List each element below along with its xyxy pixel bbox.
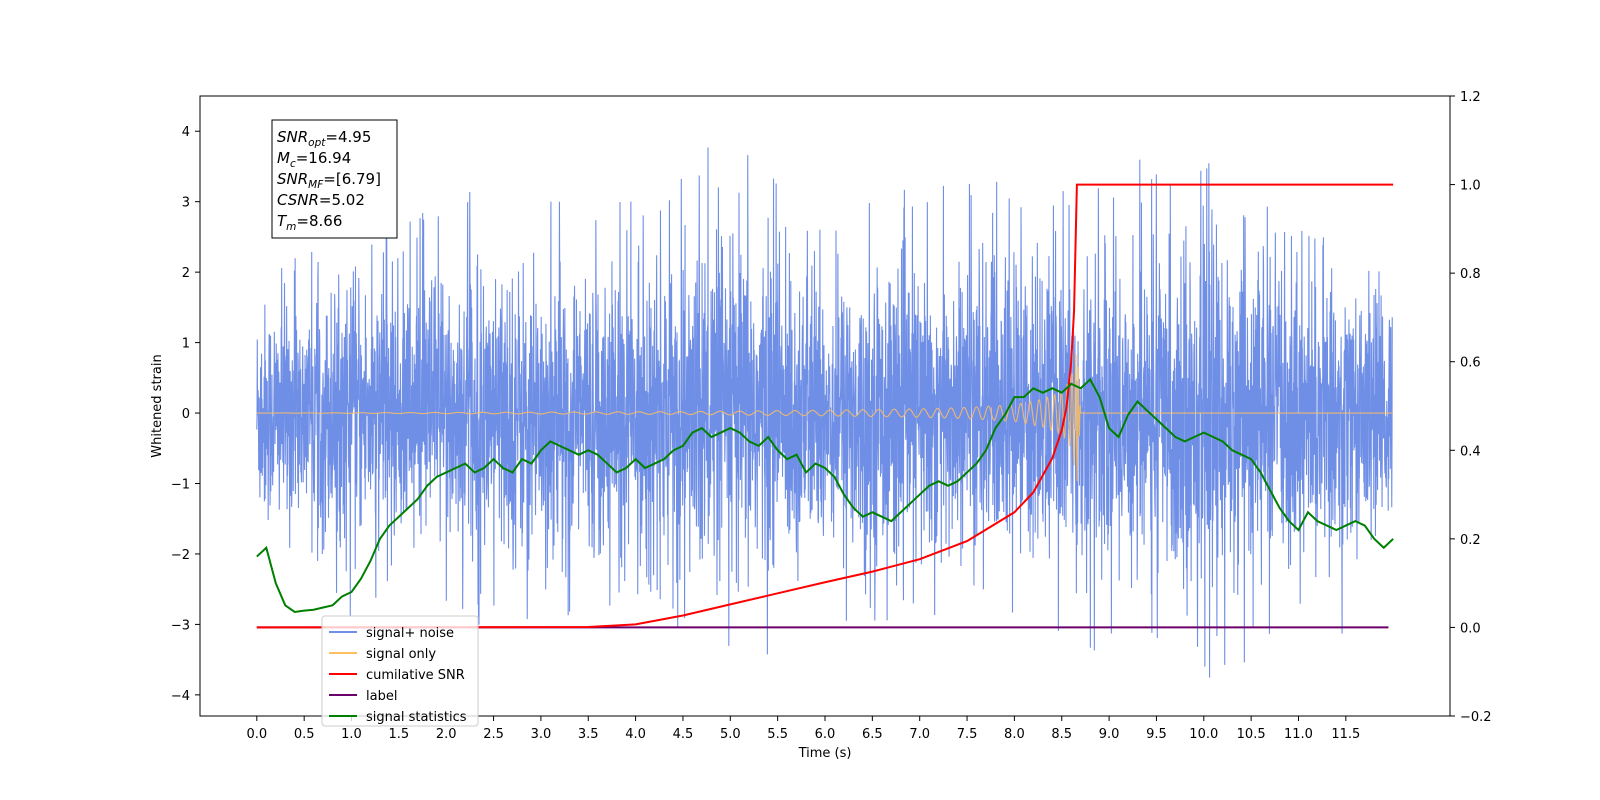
info-box-line: SNRopt=4.95 [277,128,371,149]
x-tick-label: 6.0 [815,727,836,742]
x-tick-label: 10.5 [1237,727,1266,742]
y-tick-label-left: −3 [171,618,190,633]
x-tick-label: 1.5 [389,727,410,742]
y-tick-label-left: 3 [182,196,190,211]
series-signal-plus-noise [256,147,1393,678]
x-tick-label: 5.0 [720,727,741,742]
x-tick-label: 0.5 [294,727,315,742]
info-box-line: CSNR=5.02 [277,191,365,209]
info-box-line: Mc=16.94 [277,149,351,170]
legend-label: cumilative SNR [366,668,465,683]
x-tick-label: 11.0 [1284,727,1313,742]
info-box-frame [271,119,398,239]
x-tick-label: 9.5 [1146,727,1167,742]
legend-label: signal+ noise [366,626,454,641]
y-tick-label-left: 1 [182,337,190,352]
info-box-line: SNRMF=[6.79] [277,170,381,191]
legend-label: signal only [366,647,436,662]
x-tick-label: 10.0 [1189,727,1218,742]
y-tick-label-right: 1.2 [1460,90,1481,105]
x-tick-label: 4.5 [673,727,694,742]
axes: 0.0 0.5 1.0 1.5 2.0 2.5 3.0 3.5 4.0 4.5 5.0 5.5 6.0 6… [171,90,1492,742]
y-tick-label-left: 4 [182,125,190,140]
x-tick-label: 11.5 [1331,727,1360,742]
x-tick-label: 2.5 [483,727,504,742]
series-cumulative-snr [256,183,1394,629]
info-box-line: Tm=8.66 [277,212,342,233]
x-axis-label: Time (s) [798,746,852,761]
x-tick-label: 3.0 [531,727,552,742]
info-box: SNRopt=4.95Mc=16.94SNRMF=[6.79]CSNR=5.02… [271,119,398,239]
x-tick-label: 0.0 [246,727,267,742]
y-tick-label-left: −4 [171,689,190,704]
x-tick-label: 5.5 [767,727,788,742]
y-tick-label-right: 0.4 [1460,444,1481,459]
legend-label: signal statistics [366,710,467,725]
y-tick-label-left: −1 [171,478,190,493]
y-tick-label-right: 0.2 [1460,533,1481,548]
legend: signal+ noise signal only cumilative SNR la… [321,615,479,727]
x-tick-label: 6.5 [862,727,883,742]
y-tick-label-left: 0 [182,407,190,422]
x-tick-label: 3.5 [578,727,599,742]
y-tick-label-right: 0.6 [1460,356,1481,371]
legend-frame [321,615,479,727]
y-tick-label-left: −2 [171,548,190,563]
x-tick-label: 4.0 [625,727,646,742]
series-signal-only [256,352,1394,482]
series-signal-statistics [256,377,1394,613]
y-tick-label-right: 1.0 [1460,179,1481,194]
y-tick-label-left: 2 [182,266,190,281]
x-tick-label: 2.0 [436,727,457,742]
x-tick-label: 7.5 [957,727,978,742]
x-tick-label: 1.0 [341,727,362,742]
legend-label: label [366,689,397,704]
x-tick-label: 9.0 [1099,727,1120,742]
y-tick-label-right: 0.8 [1460,267,1481,282]
y-axis-label-left: Whitened strain [150,354,165,457]
x-tick-label: 8.0 [1004,727,1025,742]
y-tick-label-right: 0.0 [1460,621,1481,636]
x-tick-label: 7.0 [909,727,930,742]
x-tick-label: 8.5 [1051,727,1072,742]
y-tick-label-right: −0.2 [1460,710,1492,725]
